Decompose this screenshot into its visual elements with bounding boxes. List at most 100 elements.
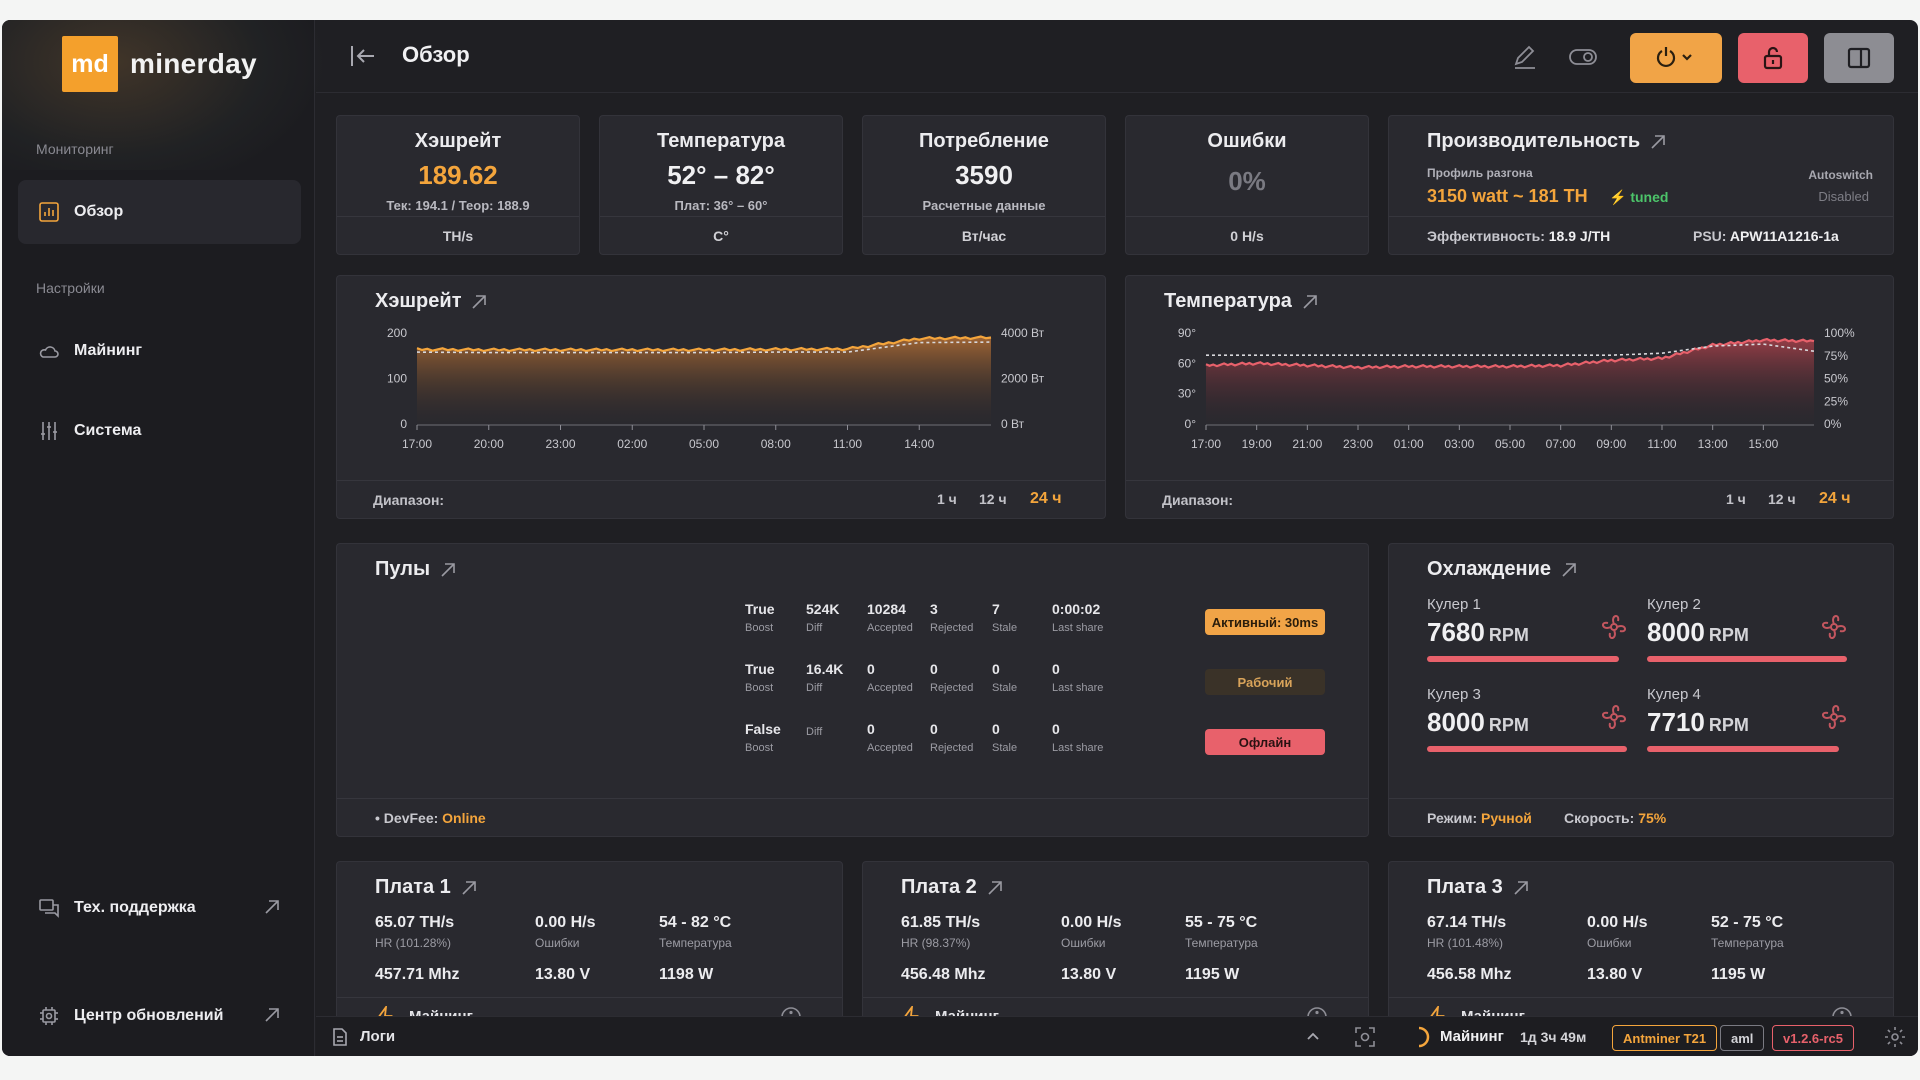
external-link-icon[interactable] [1650,134,1666,150]
fan-rpm: 7710 RPM [1647,707,1859,738]
external-link-icon[interactable] [1302,294,1318,310]
sidebar-item-mining[interactable]: Майнинг [18,319,301,383]
stat-sub: Расчетные данные [922,198,1046,213]
board-hashrate-value: 67.14 TH/s [1427,914,1507,931]
lock-icon [1763,46,1783,70]
toggle-icon[interactable] [1568,42,1598,72]
edit-icon[interactable] [1510,42,1540,72]
board-title: Плата 2 [901,876,1003,899]
collapse-sidebar-icon[interactable] [350,44,376,68]
temperature-chart-card: Температура 90° 60° 30° 0° 100% 75% 50% 25% 0% 17… [1125,275,1894,519]
range-1h-button[interactable]: 1 ч [937,491,957,507]
errors-stat-card[interactable]: Ошибки 0% 0 H/s [1125,115,1369,255]
fan-rpm: 8000 RPM [1427,707,1639,738]
board-card-3[interactable]: Плата 3 67.14 TH/s HR (101.48%) 0.00 H/s Оши… [1388,861,1894,1036]
pool-cell-last_share: 0:00:02 Last share [1052,601,1103,634]
pool-cell-boost: True Boost [745,601,775,634]
logo[interactable]: md minerday [62,36,257,92]
y2-tick-label: 4000 Вт [1001,326,1045,340]
fan-rpm: 8000 RPM [1647,617,1859,648]
sidebar-item-system[interactable]: Система [18,399,301,463]
x-tick-label: 21:00 [1292,437,1322,451]
power-stat-card[interactable]: Потребление 3590 Расчетные данные Вт/час [862,115,1106,255]
external-link-icon[interactable] [1561,562,1577,578]
logs-button[interactable]: Логи [360,1028,396,1045]
board-errors: 0.00 H/s Ошибки [1061,914,1121,950]
temperature-chart: 90° 60° 30° 0° 100% 75% 50% 25% 0% 17:00 19:00 21:0… [1178,326,1855,451]
hashrate-stat-card[interactable]: Хэшрейт 189.62 Тек: 194.1 / Теор: 188.9 … [336,115,580,255]
performance-card[interactable]: Производительность Профиль разгона 3150 … [1388,115,1894,255]
sidebar-item-support[interactable]: Тех. поддержка [18,876,301,940]
temperature-stat-card[interactable]: Температура 52° – 82° Плат: 36° – 60° C° [599,115,843,255]
range-12h-button[interactable]: 12 ч [979,491,1007,507]
fan-rpm-value: 8000 [1427,707,1485,737]
range-24h-button[interactable]: 24 ч [1819,490,1851,507]
fan-name: Кулер 1 [1427,596,1481,613]
cooling-card: Охлаждение Кулер 1 7680 RPM Кулер 2 8000 RPM К… [1388,543,1894,837]
version-tag[interactable]: v1.2.6-rc5 [1772,1025,1854,1051]
efficiency-value: 18.9 J/TH [1548,228,1611,244]
external-link-icon[interactable] [471,294,487,310]
range-12h-button[interactable]: 12 ч [1768,491,1796,507]
mining-status: Майнинг [1440,1028,1504,1045]
temperature-range-bar: Диапазон: 1 ч 12 ч 24 ч [1126,480,1893,518]
y-tick-label: 200 [387,326,407,340]
pool-status-badge: Офлайн [1205,729,1325,755]
lock-button[interactable] [1738,33,1808,83]
board-temp-label: Температура [1711,936,1784,950]
y-tick-label: 60° [1178,356,1196,370]
range-24h-button[interactable]: 24 ч [1030,490,1062,507]
x-tick-label: 03:00 [1444,437,1474,451]
hashrate-chart-title-text: Хэшрейт [375,290,462,312]
x-tick-label: 15:00 [1748,437,1778,451]
external-link-icon [265,1008,279,1022]
fan-speed-bar [1647,656,1847,662]
pool-last_share-label: Last share [1052,622,1104,634]
pool-boost-label: Boost [745,622,774,634]
board-temp-label: Температура [1185,936,1258,950]
pool-cell-last_share: 0 Last share [1052,721,1103,754]
fan-icon [1602,705,1626,729]
layout-toggle-button[interactable] [1824,33,1894,83]
psu-value: APW11A1216-1a [1729,228,1839,244]
temperature-chart-title: Температура [1164,290,1318,313]
external-link-icon[interactable] [461,880,477,896]
x-tick-label: 07:00 [1546,437,1576,451]
x-tick-label: 23:00 [1343,437,1373,451]
sidebar-item-updates[interactable]: Центр обновлений [18,984,301,1048]
external-link-icon[interactable] [987,880,1003,896]
external-link-icon[interactable] [440,562,456,578]
devfee: • DevFee: Online [375,810,486,826]
board-temp-value: 54 - 82 °C [659,914,732,931]
sidebar-item-overview[interactable]: Обзор [18,180,301,244]
pool-stale-value: 0 [992,661,1000,677]
x-tick-label: 17:00 [1191,437,1221,451]
range-label: Диапазон: [1162,492,1234,508]
pool-diff-label: Diff [806,622,823,634]
settings-icon[interactable] [1884,1026,1906,1048]
board-frequency: 456.48 Mhz [901,966,986,983]
board-card-1[interactable]: Плата 1 65.07 TH/s HR (101.28%) 0.00 H/s Оши… [336,861,843,1036]
board-power: 1195 W [1711,966,1766,983]
psu-label: PSU: [1693,228,1727,244]
power-menu-button[interactable] [1630,33,1722,83]
section-settings-label: Настройки [36,280,105,296]
board-temp: 55 - 75 °C Температура [1185,914,1258,950]
screenshot-icon[interactable] [1354,1026,1376,1048]
chevron-up-icon[interactable] [1306,1031,1320,1041]
pool-diff-value: 524K [806,601,840,617]
external-link-icon[interactable] [1513,880,1529,896]
y-tick-label: 90° [1178,326,1196,340]
board-errors: 0.00 H/s Ошибки [535,914,595,950]
range-1h-button[interactable]: 1 ч [1726,491,1746,507]
cooling-title-text: Охлаждение [1427,558,1552,580]
series-line [416,335,992,353]
pool-boost-label: Boost [745,682,774,694]
series-area [1206,339,1814,424]
fan-1: Кулер 1 7680 RPM [1427,596,1639,666]
cooling-title: Охлаждение [1427,558,1577,581]
sidebar-item-label: Система [74,422,142,439]
pool-accepted-value: 0 [867,721,875,737]
pool-cell-rejected: 0 Rejected [930,661,973,694]
board-card-2[interactable]: Плата 2 61.85 TH/s HR (98.37%) 0.00 H/s Ошиб… [862,861,1369,1036]
